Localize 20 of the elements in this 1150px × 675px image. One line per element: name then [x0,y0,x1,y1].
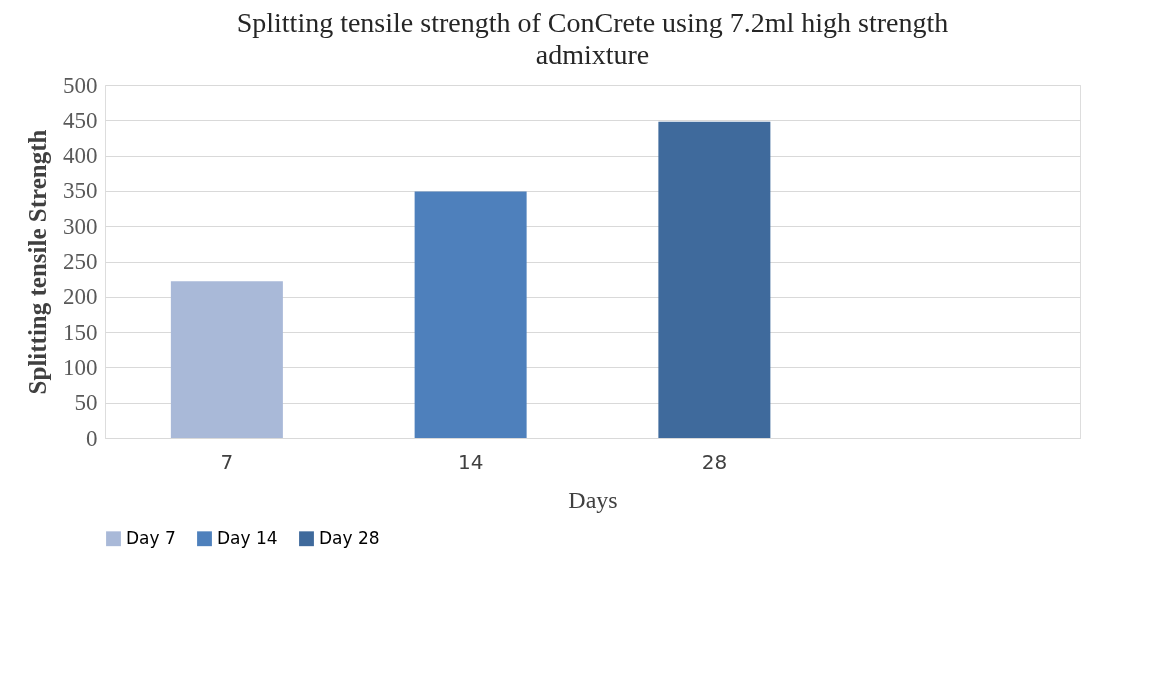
x-axis-title: Days [568,486,618,513]
y-axis-title: Splitting tensile Strength [24,129,51,395]
legend-label: Day 28 [319,527,380,548]
legend-label: Day 14 [217,527,278,548]
y-tick-label: 250 [63,249,98,274]
chart-title: Splitting tensile strength of ConCrete using 7.2ml high strength admixture [236,7,949,70]
y-tick-label: 150 [63,319,98,345]
x-tick-label: 7 [220,449,234,474]
y-tick-label: 400 [63,143,98,169]
legend-label: Day 7 [126,527,176,548]
y-tick-label: 0 [86,425,98,451]
y-tick-label: 50 [74,390,98,416]
y-tick-label: 350 [63,178,98,204]
x-tick-label: 14 [457,449,484,474]
y-tick-label: 200 [63,284,98,310]
y-tick-label: 300 [63,213,98,239]
y-tick-label: 500 [63,72,98,98]
x-tick-label: 28 [701,449,728,474]
y-tick-label: 100 [63,354,98,380]
y-tick-label: 450 [63,107,98,133]
